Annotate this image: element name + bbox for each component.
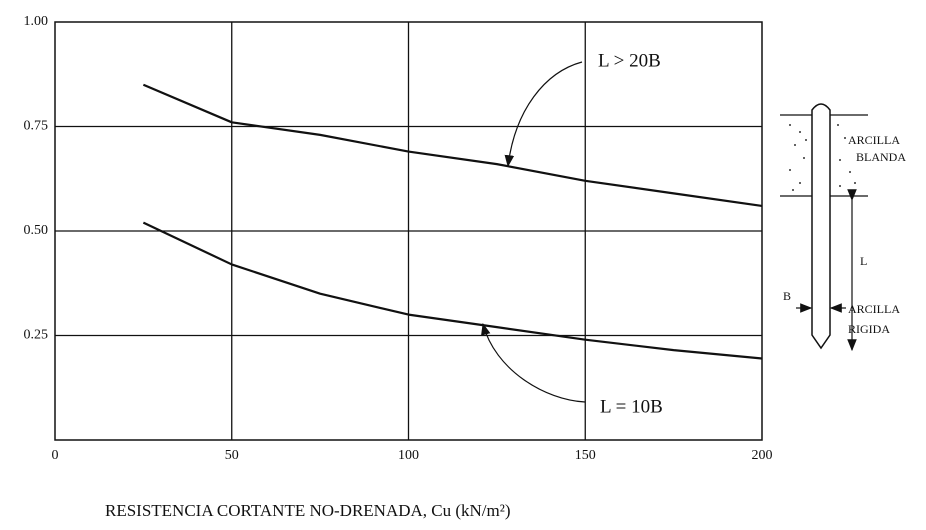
y-tick-label: 0.25	[24, 328, 49, 343]
diagram-label: ARCILLA	[848, 302, 900, 316]
diagram-label: ARCILLA	[848, 133, 900, 147]
series-line	[143, 85, 762, 206]
y-tick-label: 1.00	[24, 14, 49, 29]
x-tick-label: 200	[752, 448, 773, 463]
series-label: L = 10B	[600, 396, 663, 417]
x-tick-label: 100	[398, 448, 419, 463]
pile	[812, 104, 830, 348]
x-tick-label: 50	[225, 448, 239, 463]
series-line	[143, 223, 762, 359]
y-tick-label: 0.75	[24, 119, 49, 134]
y-tick-label: 0.50	[24, 223, 49, 238]
diagram-label: B	[783, 289, 791, 303]
x-axis-label: RESISTENCIA CORTANTE NO-DRENADA, Cu (kN/…	[105, 501, 511, 520]
x-tick-label: 0	[52, 448, 59, 463]
series-label: L > 20B	[598, 50, 661, 71]
pile-diagram: ARCILLA BLANDA L B ARCILLA RIGIDA	[780, 104, 906, 350]
x-tick-label: 150	[575, 448, 596, 463]
chart: RESISTENCIA CORTANTE NO-DRENADA, Cu (kN/…	[0, 0, 926, 530]
diagram-label: BLANDA	[856, 150, 906, 164]
diagram-label: L	[860, 254, 867, 268]
annotation-arrow	[508, 62, 582, 166]
diagram-label: RIGIDA	[848, 322, 890, 336]
